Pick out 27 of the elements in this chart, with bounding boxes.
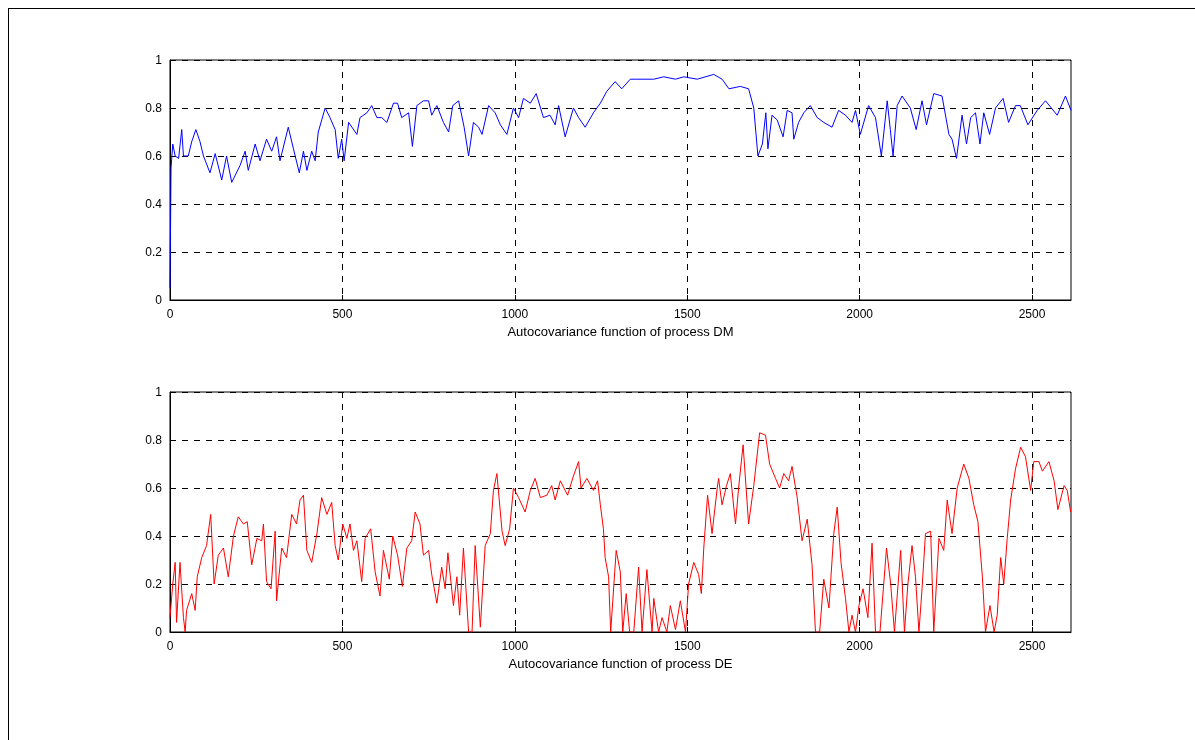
- x-tick-label: 1500: [673, 307, 701, 321]
- x-tick-label: 1000: [501, 307, 529, 321]
- x-tick-label: 2000: [846, 307, 874, 321]
- y-tick-label: 0.8: [145, 101, 163, 115]
- x-tick-label: 1000: [501, 639, 529, 653]
- x-tick-label: 0: [166, 307, 174, 321]
- y-tick-label: 0.6: [145, 149, 163, 163]
- x-tick-label: 2500: [1018, 639, 1046, 653]
- x-axis-title: Autocovariance function of process DE: [508, 655, 733, 671]
- line-series: [169, 73, 1072, 289]
- x-tick-label: 0: [166, 639, 174, 653]
- y-tick-label: 1: [155, 385, 163, 399]
- y-tick-label: 0.2: [145, 577, 163, 591]
- y-tick-label: 0: [155, 293, 163, 307]
- y-tick-label: 0.4: [145, 529, 163, 543]
- y-tick-label: 0.8: [145, 433, 163, 447]
- x-tick-label: 2000: [846, 639, 874, 653]
- x-tick-label: 500: [332, 307, 353, 321]
- y-tick-label: 1: [155, 53, 163, 67]
- x-tick-label: 1500: [673, 639, 701, 653]
- x-tick-label: 2500: [1018, 307, 1046, 321]
- x-axis-title: Autocovariance function of process DM: [507, 323, 734, 339]
- x-tick-label: 500: [332, 639, 353, 653]
- y-tick-label: 0.6: [145, 481, 163, 495]
- y-tick-label: 0.4: [145, 197, 163, 211]
- y-tick-label: 0.2: [145, 245, 163, 259]
- y-tick-label: 0: [155, 625, 163, 639]
